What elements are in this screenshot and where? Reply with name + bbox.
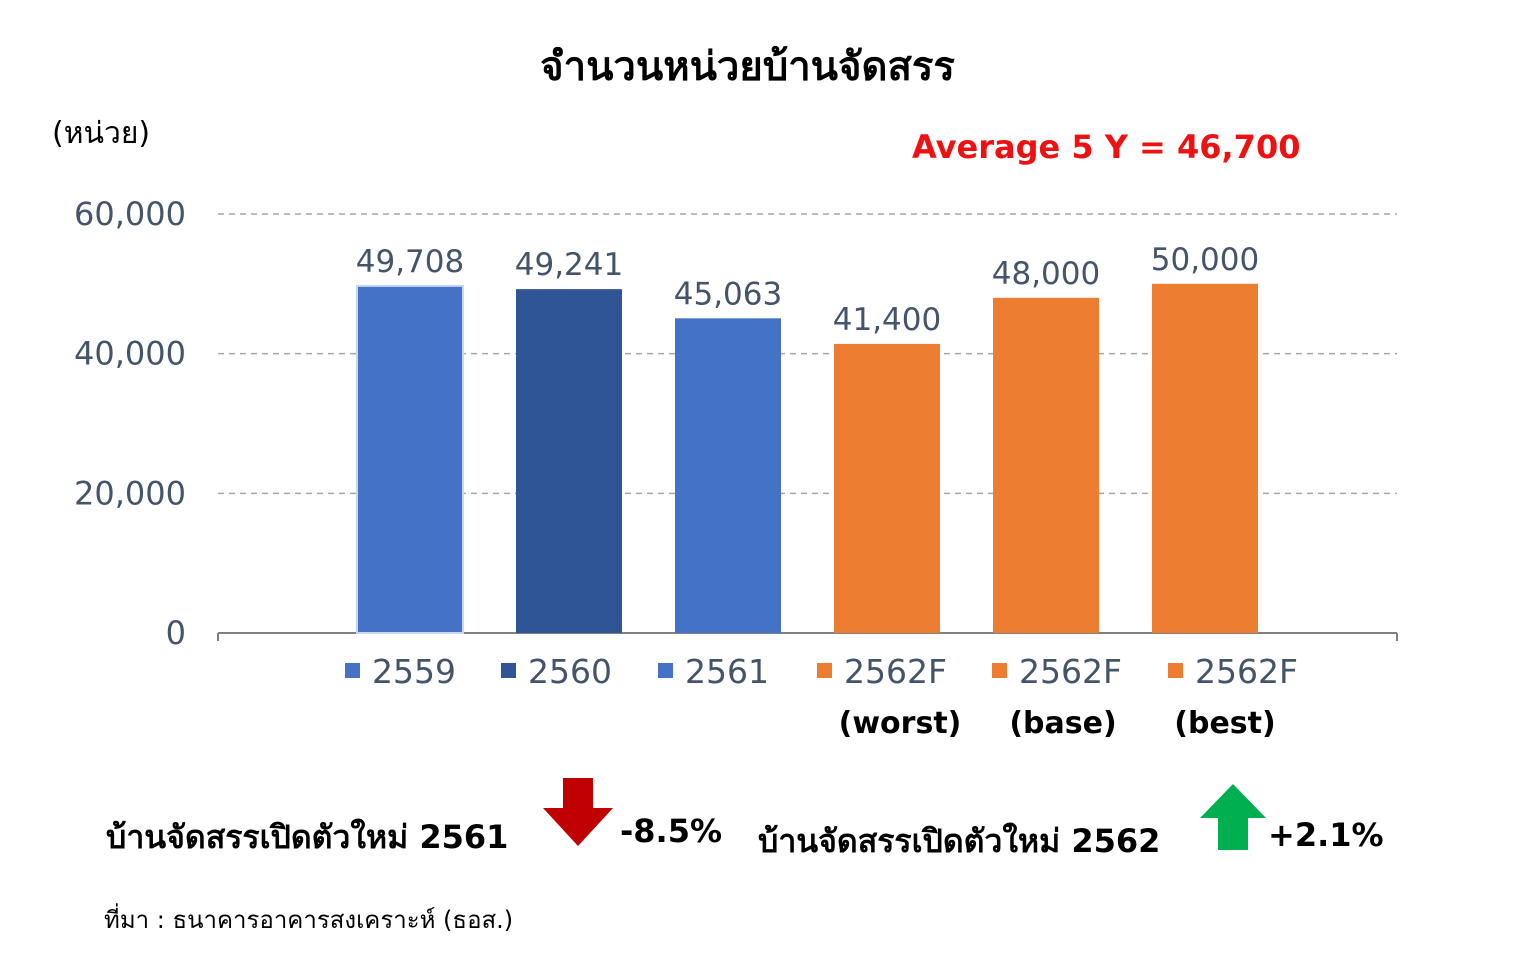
summary-2562-percent: +2.1% [1268,816,1384,854]
legend-swatch [658,663,673,678]
category-label: 2562F [844,652,947,691]
average-annotation: Average 5 Y = 46,700 [912,128,1301,166]
y-axis-unit-label: (หน่วย) [52,116,151,151]
chart-title: จำนวนหน่วยบ้านจัดสรร [540,44,955,90]
bar [356,284,464,634]
legend-swatch [817,663,832,678]
arrow-up-icon [1200,784,1266,850]
legend-swatch [345,663,360,678]
bar [993,297,1099,633]
category-label: 2560 [528,652,612,691]
bar [834,343,940,633]
arrow-down-icon [543,778,613,846]
data-label: 48,000 [992,256,1100,292]
category-sublabel: (worst) [839,706,962,741]
category-sublabel: (base) [1009,706,1116,741]
data-label: 49,241 [515,247,623,283]
bar [675,318,781,633]
summary-2562-text: บ้านจัดสรรเปิดตัวใหม่ 2562 [758,822,1161,860]
summary-2561-text: บ้านจัดสรรเปิดตัวใหม่ 2561 [106,818,509,856]
bar-chart: 0 20,000 40,000 60,000 49,708 2559 49,241 2560 4… [74,195,1398,741]
category-label: 2562F [1195,652,1298,691]
data-label: 50,000 [1151,242,1259,278]
y-tick-label: 20,000 [74,474,186,512]
y-tick-label: 60,000 [74,195,186,233]
category-label: 2562F [1019,652,1122,691]
data-label: 49,708 [356,244,464,280]
category-label: 2561 [685,652,769,691]
bar [516,289,622,633]
category-sublabel: (best) [1174,706,1275,741]
data-label: 41,400 [833,302,941,338]
legend-swatch [501,663,516,678]
data-label: 45,063 [674,276,782,312]
summary-2561-percent: -8.5% [620,812,723,850]
legend-swatch [1168,663,1183,678]
bar [1152,283,1258,633]
y-tick-label: 40,000 [74,335,186,373]
category-label: 2559 [372,652,456,691]
legend-swatch [992,663,1007,678]
source-note: ที่มา : ธนาคารอาคารสงเคราะห์ (ธอส.) [104,906,514,934]
y-tick-label: 0 [166,614,186,652]
